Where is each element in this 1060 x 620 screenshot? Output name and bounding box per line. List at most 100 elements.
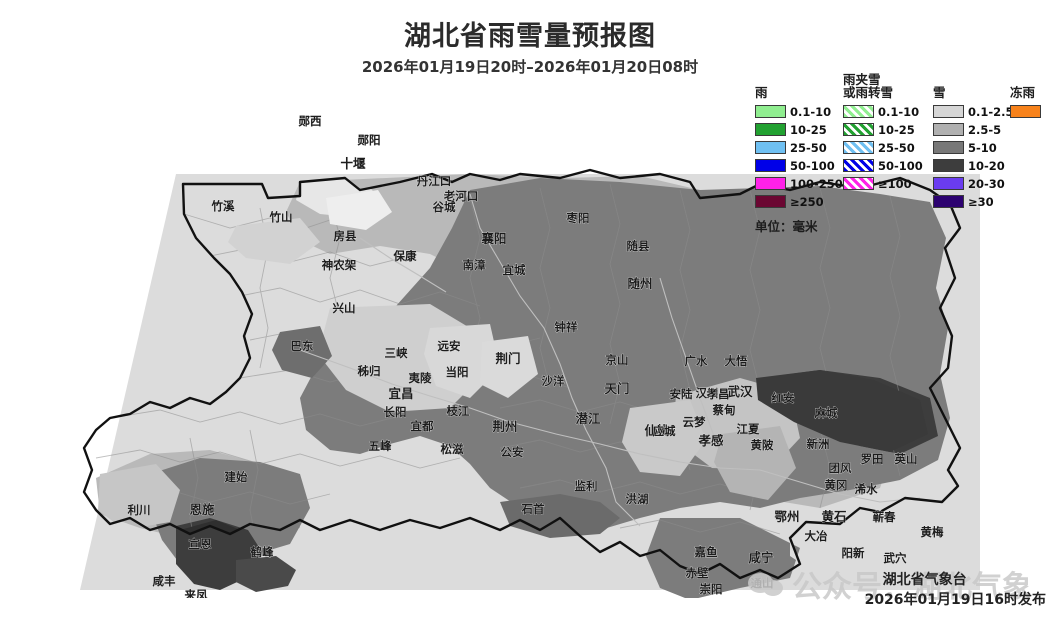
- map-label-76: 利川: [127, 503, 151, 517]
- map-label-80: 咸丰: [153, 574, 176, 588]
- legend-column-rain-header: 雨: [755, 85, 768, 100]
- map-label-31: 荆门: [495, 351, 520, 366]
- legend-swatch: [933, 195, 964, 208]
- map-label-19: 三峡: [385, 346, 408, 360]
- map-label-78: 宣恩: [189, 537, 212, 551]
- legend-swatch: [933, 177, 964, 190]
- patch-dark-badong: [272, 326, 332, 378]
- legend-label: 0.1-2.5: [968, 104, 1014, 119]
- legend-item: 25-50: [843, 139, 923, 156]
- map-label-44: 蔡甸: [712, 403, 736, 417]
- province-border: [82, 168, 962, 580]
- legend-item: 10-25: [755, 121, 843, 138]
- legend-swatch: [1010, 105, 1041, 118]
- patch-light-jiangxia: [714, 426, 796, 500]
- legend-label: 2.5-5: [968, 122, 1002, 137]
- map-label-40: 洪湖: [626, 492, 649, 506]
- map-label-24: 宜昌: [388, 386, 413, 401]
- map-label-55: 红安: [772, 391, 795, 405]
- map-label-64: 大冶: [805, 529, 828, 543]
- legend-rows-freezing-rain: [1010, 103, 1045, 120]
- map-label-41: 仙桃: [644, 423, 670, 438]
- map-label-79: 鹤峰: [251, 545, 274, 559]
- legend-column-snow: 雪 0.1-2.5 2.5-5 5-10 10-20: [933, 86, 1014, 211]
- legend-swatch: [843, 177, 874, 190]
- map-canvas: 郧西 郧阳 十堰 竹溪 竹山 丹江口 老河口 谷城 房县 保康 神农架 襄阳 南漳 宜城 枣阳 随县 随州 兴山巴…: [0, 78, 1060, 598]
- legend-item: 25-50: [755, 139, 843, 156]
- watermark-text: 公众号：湖北气象: [792, 570, 1032, 605]
- legend-swatch: [843, 159, 874, 172]
- map-label-52: 孝昌: [706, 387, 730, 401]
- map-label-1: 郧阳: [357, 133, 381, 147]
- legend-item: 10-25: [843, 121, 923, 138]
- map-label-16: 随州: [627, 276, 652, 291]
- legend-column-freezing-rain-header: 冻雨: [1010, 85, 1036, 100]
- map-label-72: 崇阳: [700, 582, 723, 596]
- legend-item: 0.1-2.5: [933, 103, 1014, 120]
- map-label-30: 钟祥: [555, 320, 578, 334]
- legend-swatch: [755, 159, 786, 172]
- map-label-56: 麻城: [814, 406, 838, 420]
- legend-item: 100-250: [755, 175, 843, 192]
- map-label-5: 丹江口: [417, 174, 452, 188]
- legend-swatch: [755, 141, 786, 154]
- map-label-20: 秭归: [358, 364, 381, 378]
- legend-item: 50-100: [755, 157, 843, 174]
- map-label-14: 枣阳: [566, 211, 590, 225]
- legend-item: 10-20: [933, 157, 1014, 174]
- map-label-57: 团风: [829, 461, 852, 475]
- map-label-62: 黄石: [821, 509, 846, 524]
- map-label-28: 五峰: [369, 439, 392, 453]
- legend: 雨 0.1-10 10-25 25-50 50-100: [755, 73, 1055, 246]
- patch-light-lichuan: [98, 464, 180, 530]
- legend-swatch: [933, 105, 964, 118]
- legend-label: ≥250: [790, 194, 824, 209]
- watermark: 公众号：湖北气象: [748, 562, 1032, 606]
- legend-column-sleet-header-line1: 雨夹雪: [843, 72, 881, 87]
- map-label-18: 巴东: [291, 339, 314, 353]
- legend-unit: 单位：毫米: [755, 219, 818, 234]
- map-label-22: 当阳: [446, 365, 469, 379]
- map-label-9: 保康: [393, 249, 417, 263]
- legend-swatch: [755, 123, 786, 136]
- map-label-32: 沙洋: [542, 374, 565, 388]
- legend-label: 10-25: [878, 122, 915, 137]
- band-10-20-region-small: [236, 556, 296, 592]
- legend-swatch: [755, 177, 786, 190]
- map-label-48: 孝感: [697, 433, 724, 448]
- map-label-49: 云梦: [683, 415, 706, 429]
- map-label-45: 江夏: [737, 422, 760, 436]
- map-label-60: 黄冈: [825, 478, 848, 492]
- legend-item: 5-10: [933, 139, 1014, 156]
- legend-label: 100-250: [790, 176, 843, 191]
- legend-column-rain: 雨 0.1-10 10-25 25-50 50-100: [755, 86, 843, 235]
- patch-light-xiantao: [622, 400, 706, 476]
- map-label-33: 京山: [606, 353, 629, 367]
- legend-label: 0.1-10: [878, 104, 920, 119]
- legend-item: 50-100: [843, 157, 923, 174]
- map-label-39: 石首: [521, 502, 545, 516]
- legend-swatch: [843, 141, 874, 154]
- legend-swatch: [843, 105, 874, 118]
- legend-rows-snow: 0.1-2.5 2.5-5 5-10 10-20 20-30: [933, 103, 1014, 210]
- map-label-2: 十堰: [340, 156, 366, 171]
- legend-rows-sleet: 0.1-10 10-25 25-50 50-100 ≥100: [843, 103, 923, 192]
- legend-label: 20-30: [968, 176, 1005, 191]
- map-label-3: 竹溪: [211, 199, 235, 213]
- map-label-6: 老河口: [443, 189, 479, 203]
- legend-item: 2.5-5: [933, 121, 1014, 138]
- map-label-36: 潜江: [575, 411, 601, 426]
- patch-dark-hongan: [756, 370, 928, 452]
- map-label-17: 兴山: [333, 301, 356, 315]
- wechat-icon: [748, 569, 786, 599]
- band-5-10-strip-south: [500, 494, 620, 538]
- page-subtitle: 2026年01月19日20时–2026年01月20日08时: [361, 58, 699, 76]
- legend-label: 10-20: [968, 158, 1005, 173]
- map-label-63: 蕲春: [873, 510, 896, 524]
- legend-label: 25-50: [878, 140, 915, 155]
- map-label-81: 来凤: [184, 588, 208, 598]
- page-title: 湖北省雨雪量预报图: [404, 21, 656, 52]
- map-label-68: 鄂州: [774, 509, 799, 524]
